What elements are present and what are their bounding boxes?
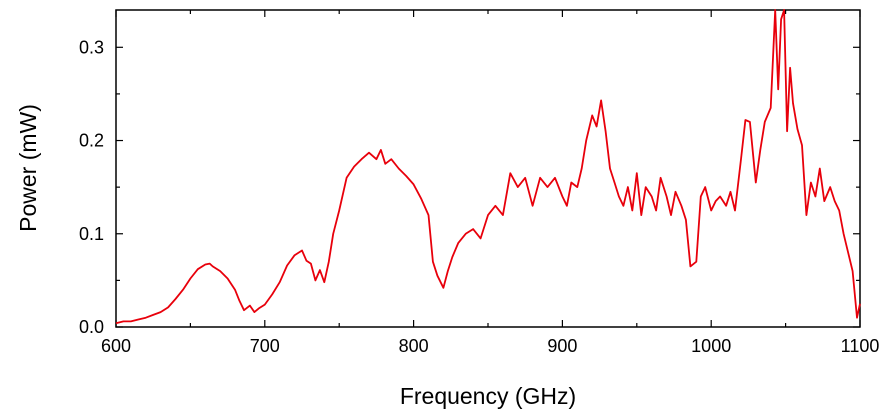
tick-labels: 600 700 800 900 1000 1100 0.0 0.1 0.2 0.3: [79, 37, 879, 356]
x-tick-label: 600: [101, 336, 131, 356]
x-tick-label: 1100: [841, 336, 880, 356]
axes: [115, 9, 861, 328]
x-axis-title: Frequency (GHz): [400, 383, 576, 409]
x-tick-label: 900: [547, 336, 577, 356]
plot-area: [115, 9, 861, 325]
y-tick-label: 0.3: [79, 37, 104, 57]
y-axis-title: Power (mW): [15, 104, 41, 232]
y-tick-label: 0.0: [79, 317, 104, 337]
y-tick-label: 0.2: [79, 131, 104, 151]
series-line-0: [115, 9, 861, 325]
y-tick-label: 0.1: [79, 224, 104, 244]
x-tick-label: 1000: [691, 336, 731, 356]
x-tick-label: 700: [250, 336, 280, 356]
x-tick-label: 800: [399, 336, 429, 356]
